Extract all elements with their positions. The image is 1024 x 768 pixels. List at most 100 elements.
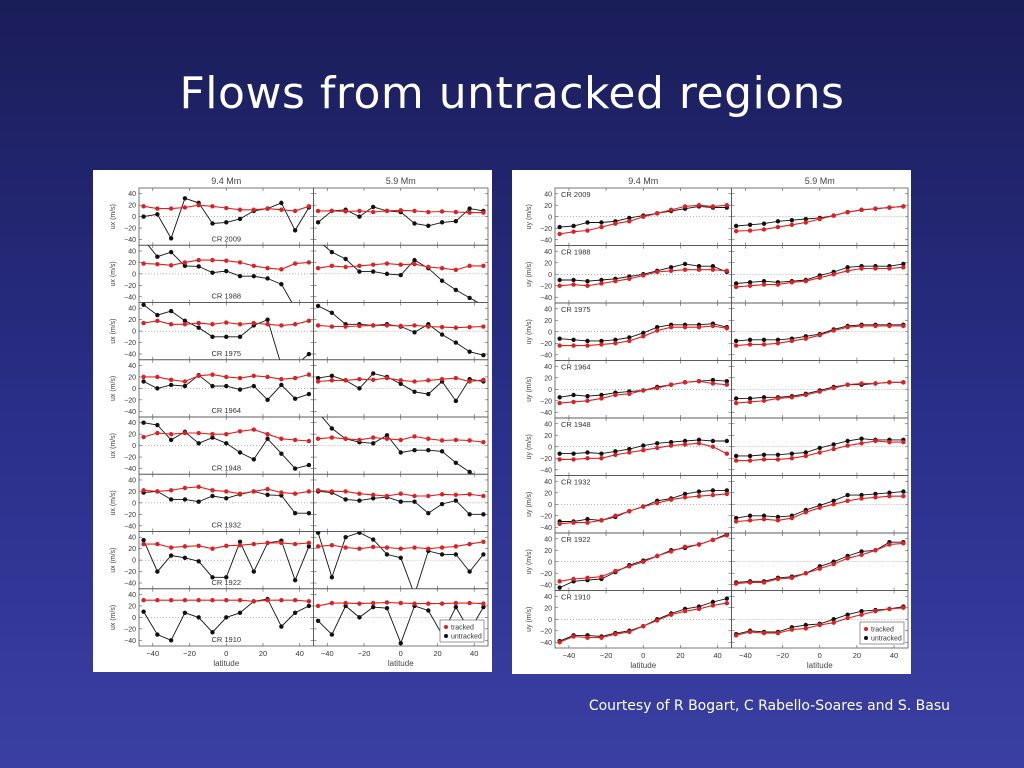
tracked-point (817, 450, 822, 455)
untracked-point (168, 382, 174, 388)
untracked-point (155, 312, 160, 318)
untracked-point (182, 497, 188, 502)
tracked-point (155, 489, 160, 494)
tracked-point (627, 391, 632, 397)
tracked-point (343, 489, 348, 494)
y-tick-label: 40 (544, 421, 552, 428)
y-tick-label: 20 (128, 317, 136, 324)
subplot (313, 187, 489, 246)
tracked-point (306, 438, 312, 444)
y-tick-label: 40 (128, 363, 136, 370)
tracked-point (398, 437, 403, 443)
tracked-point (682, 495, 688, 500)
tracked-point (599, 281, 604, 286)
untracked-point (329, 310, 335, 316)
tracked-point (453, 209, 459, 215)
tracked-point (887, 439, 892, 445)
untracked-point (733, 453, 739, 459)
untracked-point (292, 577, 298, 583)
tracked-point (803, 510, 809, 515)
tracked-point (481, 377, 486, 382)
tracked-point (168, 431, 174, 437)
y-tick-label: −20 (124, 512, 136, 519)
tracked-point (654, 445, 660, 451)
y-tick-label: 20 (128, 203, 136, 210)
tracked-point (265, 431, 270, 437)
row-label: CR 2009 (561, 190, 591, 199)
x-axis-label: latitude (630, 661, 656, 670)
untracked-point (453, 498, 459, 503)
series-group (315, 531, 486, 589)
untracked-point (182, 555, 188, 561)
tracked-point (315, 544, 321, 549)
tracked-point (873, 548, 878, 553)
tracked-point (306, 372, 312, 377)
y-tick-label: −40 (540, 410, 552, 417)
untracked-point (724, 438, 730, 444)
row-label: CR 1922 (561, 535, 591, 544)
tracked-point (901, 541, 906, 546)
untracked-point (279, 281, 284, 287)
tracked-point (398, 323, 403, 329)
tracked-point (251, 541, 257, 547)
tracked-point (571, 229, 576, 234)
untracked-point (599, 451, 604, 456)
tracked-point (761, 580, 767, 585)
tracked-point (557, 640, 562, 645)
series-group (557, 377, 730, 406)
tracked-point (668, 207, 674, 213)
untracked-point (747, 280, 753, 285)
tracked-point (467, 210, 472, 215)
untracked-point (845, 612, 850, 617)
series-group (315, 371, 486, 404)
y-tick-label: 40 (544, 479, 552, 486)
untracked-point (831, 442, 836, 447)
y-axis-label: uy (m/s) (526, 607, 533, 632)
tracked-point (370, 544, 376, 550)
tracked-point (315, 436, 321, 441)
tracked-point (887, 606, 892, 612)
column-title: 5.9 Mm (805, 176, 835, 186)
untracked-point (251, 457, 257, 462)
untracked-point (398, 381, 403, 386)
tracked-point (845, 443, 850, 448)
y-axis-label: ux (m/s) (110, 376, 117, 401)
tracked-point (265, 206, 270, 211)
tracked-point (251, 207, 257, 212)
tracked-point (873, 495, 878, 500)
tracked-point (453, 437, 459, 443)
y-tick-label: −40 (124, 638, 136, 645)
untracked-point (293, 363, 297, 367)
tracked-point (710, 204, 716, 209)
untracked-point (571, 277, 576, 283)
untracked-point (627, 215, 632, 221)
untracked-point (168, 553, 174, 558)
tracked-point (845, 382, 850, 387)
series-group (733, 489, 906, 524)
y-tick-label: −40 (124, 352, 136, 359)
untracked-point (859, 609, 864, 614)
subplot (554, 360, 732, 419)
y-axis-label: ux (m/s) (110, 490, 117, 515)
tracked-point (803, 336, 809, 341)
tracked-point (803, 278, 809, 284)
legend-untracked-label: untracked (451, 634, 482, 641)
tracked-point (224, 320, 229, 325)
tracked-point (426, 378, 431, 383)
y-tick-label: −40 (540, 467, 552, 474)
tracked-point (859, 323, 864, 329)
untracked-point (557, 277, 562, 283)
untracked-point (724, 596, 730, 601)
tracked-point (613, 341, 618, 346)
y-tick-label: 40 (128, 248, 136, 255)
untracked-point (557, 395, 562, 400)
tracked-point (439, 545, 445, 550)
series-group (315, 488, 486, 517)
x-tick-label: 20 (259, 649, 267, 658)
y-tick-label: 20 (544, 260, 552, 267)
tracked-point (467, 541, 472, 547)
untracked-point (224, 383, 229, 389)
tracked-line (736, 542, 904, 585)
tracked-point (641, 334, 646, 339)
tracked-point (384, 493, 390, 499)
